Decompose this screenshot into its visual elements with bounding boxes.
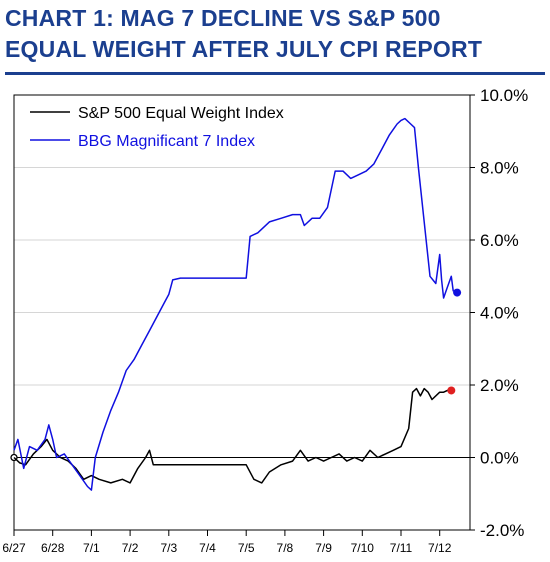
y-tick-label: -2.0% [480,521,524,540]
chart-title-line-2: EQUAL WEIGHT AFTER JULY CPI REPORT [5,36,483,62]
x-tick-label: 7/10 [351,541,375,555]
series-lines [10,117,462,491]
grid-lines [14,167,470,458]
legend-label-0: S&P 500 Equal Weight Index [78,105,284,122]
x-tick-label: 7/12 [428,541,452,555]
chart-title: CHART 1: MAG 7 DECLINE VS S&P 500 EQUAL … [5,3,545,65]
plot-frame [13,94,471,531]
x-tick-label: 7/3 [160,541,177,555]
legend: S&P 500 Equal Weight Index BBG Magnifican… [30,105,284,150]
axes: 10.0% 8.0% 6.0% 4.0% 2.0% 0.0% -2.0% 6/27 6/28 7/… [2,86,528,555]
x-tick-label: 7/1 [83,541,100,555]
y-tick-label: 10.0% [480,86,528,105]
x-tick-label: 7/9 [315,541,332,555]
y-tick-label: 8.0% [480,159,519,178]
series-line-0 [13,387,452,484]
x-tick-label: 6/28 [41,541,65,555]
x-tick-label: 7/8 [277,541,294,555]
chart-title-line-1: CHART 1: MAG 7 DECLINE VS S&P 500 [5,5,441,31]
y-tick-label: 6.0% [480,231,519,250]
series-end-marker-1 [453,288,462,297]
x-tick-label: 7/2 [122,541,139,555]
series-end-marker-0 [447,386,456,395]
x-tick-label: 7/11 [390,541,413,555]
y-tick-label: 0.0% [480,449,519,468]
x-tick-label: 7/5 [238,541,255,555]
x-tick-label: 6/27 [2,541,26,555]
y-tick-label: 2.0% [480,376,519,395]
series-line-1 [13,117,458,491]
y-tick-label: 4.0% [480,304,519,323]
title-divider [5,72,545,75]
x-tick-label: 7/4 [199,541,216,555]
legend-label-1: BBG Magnificant 7 Index [78,133,255,150]
